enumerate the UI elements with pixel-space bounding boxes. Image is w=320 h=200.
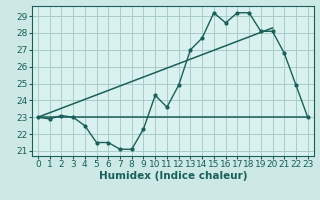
X-axis label: Humidex (Indice chaleur): Humidex (Indice chaleur) [99, 171, 247, 181]
